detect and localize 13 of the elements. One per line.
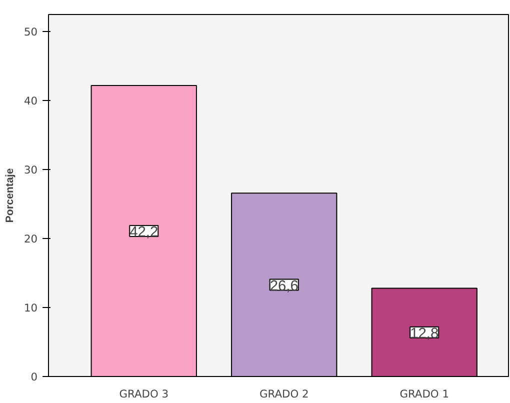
bar (231, 192, 338, 376)
x-tick-label: GRADO 3 (119, 388, 169, 400)
y-tick-label: 40 (24, 94, 38, 108)
y-tick-label: 0 (30, 370, 38, 384)
x-tick-label: GRADO 1 (400, 388, 449, 400)
bar (371, 288, 478, 376)
y-tick-label: 50 (24, 26, 38, 39)
x-tick-label: GRADO 2 (259, 388, 309, 400)
bar (90, 85, 197, 376)
y-tick-label: 20 (24, 232, 38, 246)
y-tick-label: 10 (24, 302, 38, 315)
y-axis-title: Porcentaje (4, 168, 16, 223)
y-tick-label: 30 (24, 164, 38, 177)
